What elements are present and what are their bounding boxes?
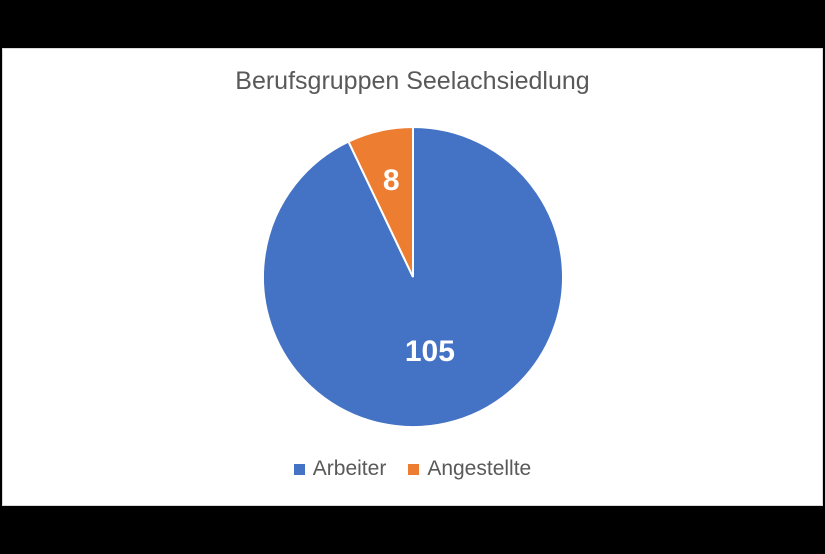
data-label-angestellte: 8 <box>383 164 400 197</box>
legend-label-angestellte: Angestellte <box>427 457 532 480</box>
slice-angestellte <box>347 125 414 278</box>
legend-swatch-angestellte <box>408 463 420 475</box>
legend: Arbeiter Angestellte <box>3 457 822 481</box>
legend-swatch-arbeiter <box>293 463 305 475</box>
pie-chart: 105 8 <box>262 125 564 428</box>
chart-area: Berufsgruppen Seelachsiedlung 105 8 Arbei… <box>2 48 823 506</box>
legend-item-arbeiter: Arbeiter <box>293 457 387 481</box>
chart-title: Berufsgruppen Seelachsiedlung <box>235 67 590 95</box>
legend-label-arbeiter: Arbeiter <box>312 457 387 480</box>
legend-item-angestellte: Angestellte <box>408 457 531 481</box>
data-label-arbeiter: 105 <box>405 335 455 368</box>
